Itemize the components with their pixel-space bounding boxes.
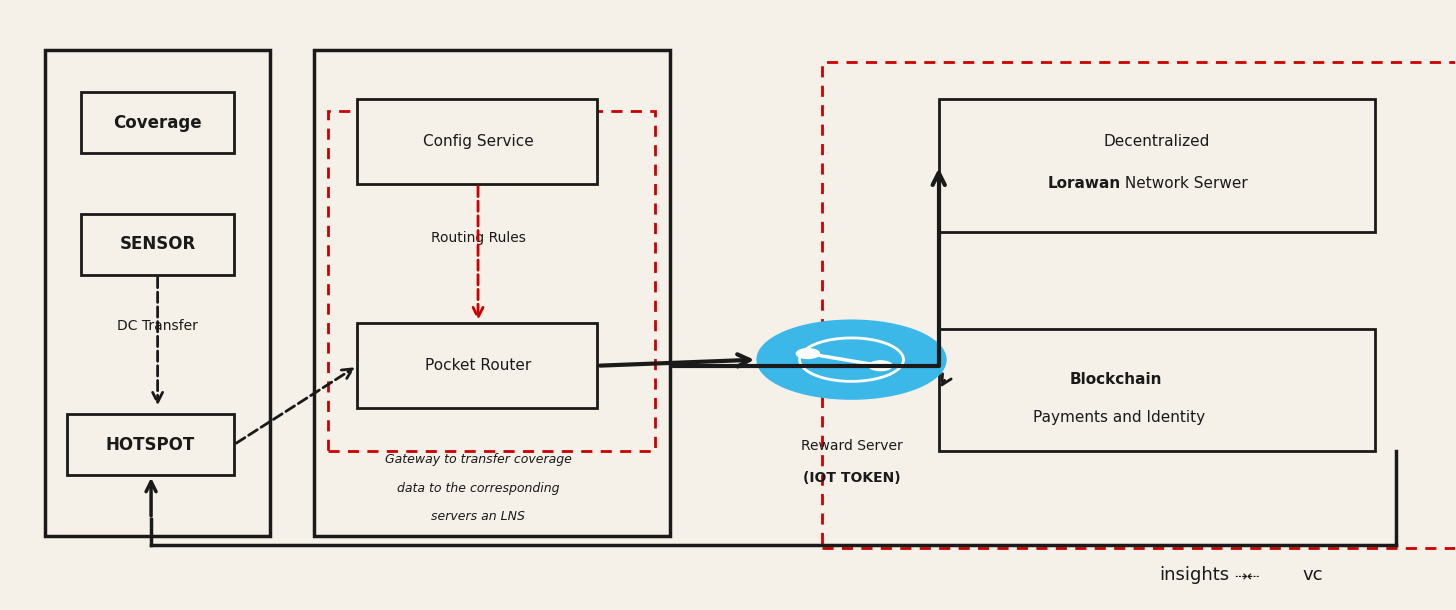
Circle shape: [757, 320, 946, 399]
Text: Payments and Identity: Payments and Identity: [1034, 410, 1206, 425]
Text: Gateway to transfer coverage: Gateway to transfer coverage: [384, 453, 572, 466]
FancyBboxPatch shape: [939, 99, 1374, 232]
FancyBboxPatch shape: [357, 323, 597, 408]
Circle shape: [869, 361, 893, 371]
FancyBboxPatch shape: [45, 50, 271, 536]
FancyBboxPatch shape: [329, 110, 655, 451]
Text: Reward Server: Reward Server: [801, 439, 903, 453]
Text: insights: insights: [1159, 566, 1229, 584]
Text: Blockchain: Blockchain: [1070, 371, 1162, 387]
Text: SENSOR: SENSOR: [119, 235, 195, 253]
Text: HOTSPOT: HOTSPOT: [106, 436, 195, 454]
Circle shape: [796, 349, 820, 359]
FancyBboxPatch shape: [67, 414, 234, 475]
Text: Network Serwer: Network Serwer: [1120, 176, 1248, 191]
Text: Decentralized: Decentralized: [1104, 134, 1210, 149]
Text: ⇢⇠: ⇢⇠: [1233, 570, 1259, 584]
Text: Config Service: Config Service: [422, 134, 533, 149]
Text: Routing Rules: Routing Rules: [431, 231, 526, 245]
Text: data to the corresponding: data to the corresponding: [397, 482, 559, 495]
Text: DC Transfer: DC Transfer: [116, 319, 198, 333]
FancyBboxPatch shape: [82, 214, 234, 274]
Text: Pocket Router: Pocket Router: [425, 358, 531, 373]
FancyBboxPatch shape: [823, 62, 1456, 548]
FancyBboxPatch shape: [314, 50, 670, 536]
FancyBboxPatch shape: [357, 99, 597, 184]
Text: (IOT TOKEN): (IOT TOKEN): [802, 471, 900, 485]
Text: Lorawan: Lorawan: [1048, 176, 1121, 191]
Text: Coverage: Coverage: [114, 114, 202, 132]
Text: vc: vc: [1302, 566, 1322, 584]
FancyBboxPatch shape: [939, 329, 1374, 451]
Text: servers an LNS: servers an LNS: [431, 510, 526, 523]
FancyBboxPatch shape: [82, 93, 234, 153]
